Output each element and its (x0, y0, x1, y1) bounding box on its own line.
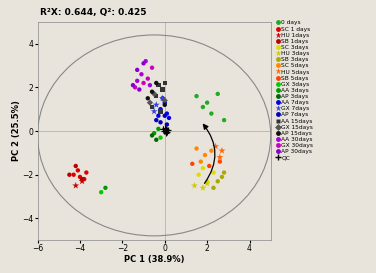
Point (151, 109, 157, 114)
Point (217, 159, 223, 164)
Point (147, 83, 153, 87)
Point (158, 120, 164, 124)
Point (151, 92, 157, 96)
Point (219, 175, 225, 179)
Point (73, 183, 79, 188)
Point (143, 59, 149, 63)
Point (79, 179, 85, 183)
Point (194, 146, 200, 151)
Point (212, 144, 218, 149)
Point (134, 68, 140, 72)
Y-axis label: PC 2 (25.5%): PC 2 (25.5%) (12, 101, 21, 161)
Point (158, 109, 164, 114)
Point (162, 129, 168, 133)
Point (151, 131, 157, 135)
Point (219, 149, 225, 153)
Point (141, 61, 147, 66)
Point (162, 100, 168, 105)
Point (158, 135, 164, 140)
X-axis label: PC 1 (38.9%): PC 1 (38.9%) (124, 255, 184, 264)
Point (153, 103, 159, 107)
Point (206, 164, 212, 168)
Point (155, 83, 161, 87)
Point (162, 98, 168, 103)
Point (211, 186, 217, 190)
Point (160, 96, 166, 100)
Point (208, 149, 214, 153)
Point (149, 133, 155, 138)
Point (189, 162, 195, 166)
Point (208, 111, 214, 116)
Point (163, 130, 169, 135)
Point (149, 66, 155, 70)
Point (204, 181, 210, 186)
Text: R²X: 0.644, Q²: 0.425: R²X: 0.644, Q²: 0.425 (40, 8, 146, 17)
Point (221, 170, 227, 175)
Point (160, 87, 166, 92)
Point (162, 126, 168, 130)
Point (145, 96, 151, 100)
Point (149, 90, 155, 94)
Point (162, 114, 168, 118)
Legend: 0 days, SC 1 days, HU 1days, SB 1days, SC 3days, HU 3days, SB 3days, SC 5days, H: 0 days, SC 1 days, HU 1days, SB 1days, S… (276, 20, 313, 161)
Point (200, 105, 206, 109)
Point (81, 177, 87, 181)
Point (130, 83, 136, 87)
Point (155, 127, 161, 131)
Point (73, 164, 79, 168)
Point (77, 175, 83, 179)
Point (98, 190, 104, 194)
Point (145, 76, 151, 81)
Point (164, 130, 170, 134)
Point (79, 177, 85, 181)
Point (221, 118, 227, 122)
Point (75, 168, 81, 173)
Point (102, 186, 108, 190)
Point (83, 170, 89, 175)
Point (147, 100, 153, 105)
Point (215, 179, 221, 183)
Point (141, 81, 147, 85)
Point (215, 92, 221, 96)
Point (67, 173, 73, 177)
Point (204, 179, 210, 183)
Point (153, 94, 159, 98)
Point (194, 94, 200, 98)
Point (166, 116, 172, 120)
Point (71, 173, 77, 177)
Point (153, 118, 159, 122)
Point (163, 127, 169, 131)
Point (191, 183, 197, 188)
Point (138, 72, 144, 76)
Point (149, 105, 155, 109)
Point (200, 166, 206, 170)
Point (200, 186, 206, 190)
Point (161, 129, 167, 133)
Point (155, 114, 161, 118)
Point (196, 173, 202, 177)
Point (136, 87, 143, 92)
Point (160, 127, 166, 131)
Point (153, 138, 159, 142)
Point (211, 170, 217, 175)
Point (165, 128, 171, 132)
Point (153, 81, 159, 85)
Point (162, 103, 168, 107)
Point (164, 111, 170, 116)
Point (198, 159, 204, 164)
Point (160, 96, 166, 100)
Point (164, 128, 170, 132)
Point (217, 155, 223, 159)
Point (204, 100, 210, 105)
Point (162, 81, 168, 85)
Point (158, 107, 164, 111)
Point (160, 127, 166, 132)
Point (132, 85, 138, 90)
Point (134, 79, 140, 83)
Point (164, 122, 170, 127)
Point (202, 153, 208, 157)
